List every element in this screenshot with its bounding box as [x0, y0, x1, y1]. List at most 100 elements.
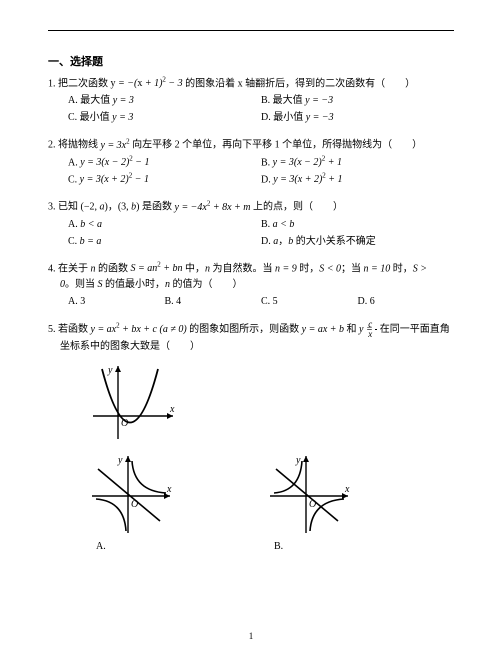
q5-stem1: 5. 若函数 y = ax2 + bx + c (a ≠ 0) 的图象如图所示，… — [48, 320, 454, 339]
svg-text:O: O — [309, 499, 316, 510]
q2-post: 向左平移 2 个单位，再向下平移 1 个单位，所得抛物线为（ ） — [130, 140, 423, 151]
q4-opt-a: A. 3 — [68, 293, 165, 310]
q1-math: y = −(x + 1)2 − 3 — [111, 78, 183, 89]
q3-b-math: a < b — [273, 219, 295, 230]
q5-main-graph: O x y — [88, 361, 178, 443]
q2-num: 2. — [48, 140, 56, 151]
q3-num: 3. — [48, 202, 56, 213]
page-number: 1 — [0, 631, 502, 641]
q5-opt-b-label: B. — [266, 539, 354, 555]
q1-b-math: y = −3 — [305, 95, 333, 106]
q3-opt-d: D. a，b 的大小关系不确定 — [261, 233, 454, 250]
q1-options: A. 最大值 y = 3 B. 最大值 y = −3 C. 最小值 y = 3 … — [48, 92, 454, 126]
q3-math: y = −4x2 + 8x + m — [175, 202, 251, 213]
q5-post: 在同一平面直角 — [377, 324, 450, 335]
svg-text:x: x — [166, 484, 172, 495]
q3-c-label: C. — [68, 236, 77, 247]
q2-math: y = 3x2 — [101, 140, 130, 151]
q2-a-math: y = 3(x − 2)2 − 1 — [80, 157, 149, 168]
q5-math2: y = ax + b — [302, 324, 344, 335]
q4-opt-d: D. 6 — [358, 293, 455, 310]
q3-c-math: b = a — [80, 236, 102, 247]
q4-c-math: 5 — [273, 296, 278, 307]
q2-a-label: A. — [68, 157, 78, 168]
q2-b-math: y = 3(x − 2)2 + 1 — [273, 157, 342, 168]
q3-pre: 已知 (−2, a)，(3, b) 是函数 — [58, 202, 175, 213]
question-3: 3. 已知 (−2, a)，(3, b) 是函数 y = −4x2 + 8x +… — [48, 198, 454, 249]
q5-opt-b-graph: O x y — [266, 451, 354, 537]
q2-options: A. y = 3(x − 2)2 − 1 B. y = 3(x − 2)2 + … — [48, 154, 454, 189]
q3-stem: 3. 已知 (−2, a)，(3, b) 是函数 y = −4x2 + 8x +… — [48, 198, 454, 215]
q3-a-math: b < a — [80, 219, 102, 230]
q3-a-label: A. — [68, 219, 78, 230]
q2-d-label: D. — [261, 174, 271, 185]
q1-b-text: 最大值 — [273, 95, 306, 106]
q3-options: A. b < a B. a < b C. b = a D. a，b 的大小关系不… — [48, 216, 454, 250]
svg-text:y: y — [117, 455, 123, 466]
top-rule — [48, 30, 454, 31]
q1-a-text: 最大值 — [80, 95, 113, 106]
q1-post: 的图象沿着 x 轴翻折后，得到的二次函数有（ ） — [183, 78, 416, 89]
q1-c-text: 最小值 — [80, 112, 113, 123]
q1-d-text: 最小值 — [273, 112, 306, 123]
q1-opt-c: C. 最小值 y = 3 — [68, 109, 261, 126]
question-1: 1. 把二次函数 y = −(x + 1)2 − 3 的图象沿着 x 轴翻折后，… — [48, 75, 454, 126]
q4-b-label: B. — [165, 296, 174, 307]
section-title: 一、选择题 — [48, 53, 454, 69]
q2-opt-b: B. y = 3(x − 2)2 + 1 — [261, 154, 454, 171]
q3-opt-a: A. b < a — [68, 216, 261, 233]
q5-mid2: 和 — [344, 324, 359, 335]
q2-opt-d: D. y = 3(x + 2)2 + 1 — [261, 171, 454, 188]
q5-opt-a-label: A. — [88, 539, 176, 555]
q5-math1: y = ax2 + bx + c (a ≠ 0) — [91, 324, 187, 335]
q1-opt-a: A. 最大值 y = 3 — [68, 92, 261, 109]
question-4: 4. 在关于 n 的函数 S = an2 + bn 中，n 为自然数。当 n =… — [48, 260, 454, 310]
question-5: 5. 若函数 y = ax2 + bx + c (a ≠ 0) 的图象如图所示，… — [48, 320, 454, 555]
q1-a-label: A. — [68, 95, 78, 106]
svg-text:O: O — [121, 418, 128, 429]
q1-c-math: y = 3 — [112, 112, 133, 123]
q1-b-label: B. — [261, 95, 270, 106]
q2-d-math: y = 3(x + 2)2 + 1 — [273, 174, 342, 185]
q4-stem1: 4. 在关于 n 的函数 S = an2 + bn 中，n 为自然数。当 n =… — [48, 260, 454, 277]
q4-a-math: 3 — [80, 296, 85, 307]
q5-pre: 若函数 — [58, 324, 91, 335]
svg-text:y: y — [295, 455, 301, 466]
q1-d-label: D. — [261, 112, 271, 123]
q1-pre: 把二次函数 — [58, 78, 111, 89]
q1-opt-b: B. 最大值 y = −3 — [261, 92, 454, 109]
q2-pre: 将抛物线 — [58, 140, 101, 151]
q1-opt-d: D. 最小值 y = −3 — [261, 109, 454, 126]
q4-opt-c: C. 5 — [261, 293, 358, 310]
q4-d-label: D. — [358, 296, 368, 307]
q5-mid: 的图象如图所示，则函数 — [187, 324, 302, 335]
q3-d-label: D. — [261, 236, 271, 247]
svg-text:x: x — [344, 484, 350, 495]
q2-opt-c: C. y = 3(x + 2)2 − 1 — [68, 171, 261, 188]
q2-stem: 2. 将抛物线 y = 3x2 向左平移 2 个单位，再向下平移 1 个单位，所… — [48, 136, 454, 153]
q5-math3: y = cx — [359, 324, 377, 335]
q1-num: 1. — [48, 78, 56, 89]
q2-c-math: y = 3(x + 2)2 − 1 — [80, 174, 149, 185]
q1-c-label: C. — [68, 112, 77, 123]
q4-d-math: 6 — [370, 296, 375, 307]
q4-c-label: C. — [261, 296, 270, 307]
q1-a-math: y = 3 — [113, 95, 134, 106]
q5-num: 5. — [48, 324, 56, 335]
q2-b-label: B. — [261, 157, 270, 168]
q5-opt-b-wrap: O x y B. — [266, 451, 354, 555]
q3-post: 上的点，则（ ） — [251, 202, 344, 213]
q5-opt-a-graph: O x y — [88, 451, 176, 537]
question-2: 2. 将抛物线 y = 3x2 向左平移 2 个单位，再向下平移 1 个单位，所… — [48, 136, 454, 188]
q1-d-math: y = −3 — [306, 112, 334, 123]
page: 一、选择题 1. 把二次函数 y = −(x + 1)2 − 3 的图象沿着 x… — [0, 0, 502, 555]
svg-text:O: O — [131, 499, 138, 510]
svg-text:x: x — [169, 404, 175, 415]
q5-graphs: O x y O — [48, 361, 454, 555]
q5-opt-a-wrap: O x y A. — [88, 451, 176, 555]
q4-num: 4. — [48, 263, 56, 274]
q4-b-math: 4 — [176, 296, 181, 307]
q3-b-label: B. — [261, 219, 270, 230]
svg-text:y: y — [107, 365, 113, 376]
q4-a-label: A. — [68, 296, 78, 307]
